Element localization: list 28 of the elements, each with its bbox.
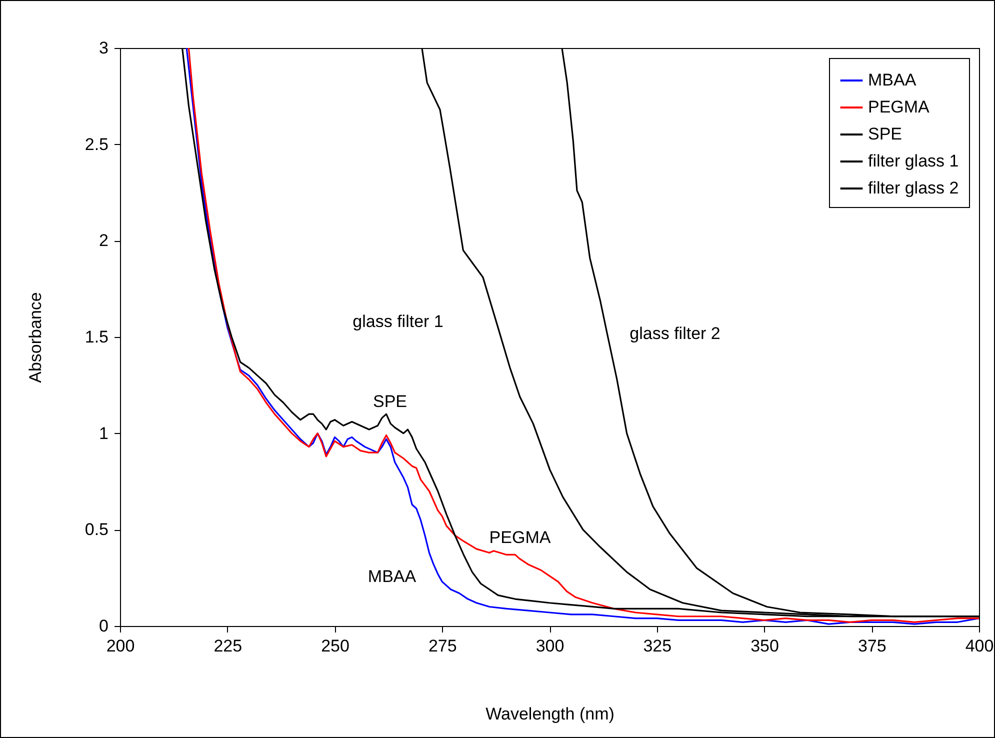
y-tick-label: 1 [99, 424, 108, 443]
y-tick-label: 2.5 [84, 134, 108, 154]
x-tick-label: 225 [214, 636, 242, 656]
y-tick-label: 2 [99, 231, 108, 250]
y-tick-label: 3 [99, 38, 108, 58]
annotation: MBAA [368, 567, 417, 586]
annotation: glass filter 2 [630, 324, 720, 343]
annotation: SPE [372, 392, 408, 411]
legend-label: SPE [868, 124, 902, 144]
y-tick-label: 1.5 [84, 328, 108, 346]
legend-label: filter glass 1 [868, 152, 959, 170]
x-tick-label: 300 [536, 636, 564, 656]
legend-label: MBAA [868, 70, 917, 90]
x-tick-label: 400 [965, 636, 994, 656]
x-tick-label: 325 [643, 636, 672, 656]
x-tick-label: 375 [858, 636, 886, 656]
legend-label: filter glass 2 [868, 178, 959, 198]
x-axis-title: Wavelength (nm) [486, 704, 614, 724]
y-tick-label: 0.5 [84, 520, 108, 540]
legend-label: PEGMA [868, 98, 930, 116]
x-tick-label: 350 [750, 636, 779, 656]
x-tick-label: 250 [321, 636, 350, 656]
y-axis-title: Absorbance [26, 292, 45, 383]
annotation: PEGMA [489, 528, 552, 547]
x-tick-label: 200 [106, 636, 135, 656]
x-tick-label: 275 [428, 636, 457, 656]
annotation: glass filter 1 [352, 312, 444, 331]
y-tick-label: 0 [99, 616, 108, 636]
